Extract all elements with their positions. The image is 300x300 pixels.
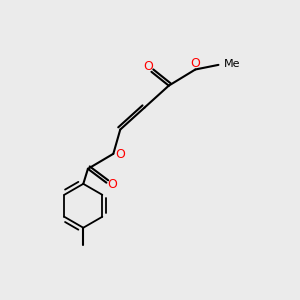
Text: O: O (107, 178, 117, 191)
Text: O: O (190, 57, 200, 70)
Text: O: O (115, 148, 125, 161)
Text: O: O (143, 60, 153, 73)
Text: Me: Me (224, 59, 240, 69)
